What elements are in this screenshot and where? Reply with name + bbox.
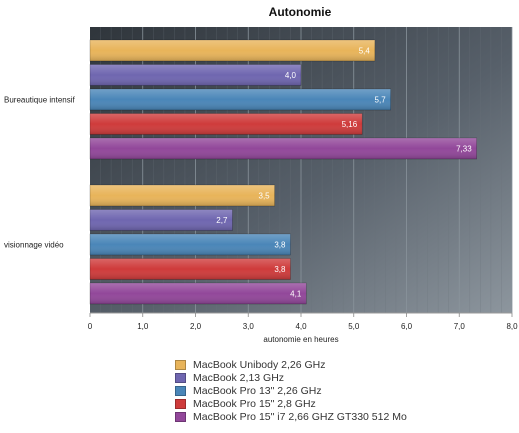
bar-shine	[90, 40, 375, 61]
bar-value-label: 5,4	[359, 47, 371, 56]
legend-swatch	[175, 411, 186, 422]
bar-shine	[90, 113, 363, 135]
legend: MacBook Unibody 2,26 GHz MacBook 2,13 GHz…	[175, 358, 407, 423]
x-tick-label: 3,0	[243, 322, 255, 331]
legend-item: MacBook Pro 15" 2,8 GHz	[175, 397, 407, 410]
legend-label: MacBook Unibody 2,26 GHz	[193, 358, 326, 371]
x-tick-label: 7,0	[454, 322, 466, 331]
x-tick-label: 4,0	[295, 322, 307, 331]
x-tick-label: 5,0	[348, 322, 360, 331]
legend-item: MacBook Unibody 2,26 GHz	[175, 358, 407, 371]
bar-shine	[90, 185, 275, 206]
bar-value-label: 3,8	[274, 265, 286, 274]
bar-shine	[90, 234, 291, 255]
bar-shine	[90, 283, 307, 304]
chart-title: Autonomie	[269, 5, 332, 19]
bar-value-label: 4,1	[290, 290, 302, 299]
legend-swatch	[175, 372, 186, 383]
bar-value-label: 5,7	[375, 96, 387, 105]
category-label: Bureautique intensif	[4, 96, 75, 105]
bar-value-label: 2,7	[216, 216, 228, 225]
legend-label: MacBook Pro 13" 2,26 GHz	[193, 384, 322, 397]
bar-shine	[90, 64, 301, 86]
legend-item: MacBook Pro 13" 2,26 GHz	[175, 384, 407, 397]
x-tick-label: 8,0	[506, 322, 518, 331]
category-labels: Bureautique intensif visionnage vidéo	[4, 96, 75, 250]
bars	[89, 39, 477, 305]
x-tick-label: 6,0	[401, 322, 413, 331]
bar-shine	[90, 258, 291, 280]
bar-shine	[90, 209, 233, 231]
legend-swatch	[175, 359, 186, 370]
bar-value-label: 5,16	[342, 120, 358, 129]
x-tick-label: 0	[88, 322, 93, 331]
bar-shine	[90, 89, 391, 110]
legend-label: MacBook Pro 15" i7 2,66 GHZ GT330 512 Mo	[193, 410, 407, 423]
legend-swatch	[175, 398, 186, 409]
bar-value-label: 3,5	[259, 192, 271, 201]
bar-shine	[90, 138, 477, 159]
bar-value-label: 7,33	[456, 145, 472, 154]
value-labels: 5,4 4,0 5,7 5,16 7,33 3,5 2,7 3,8 3,8 4,1	[216, 47, 472, 299]
x-axis: 0 1,0 2,0 3,0 4,0 5,0 6,0 7,0 8,0	[88, 312, 518, 331]
legend-swatch	[175, 385, 186, 396]
legend-item: MacBook 2,13 GHz	[175, 371, 407, 384]
x-tick-label: 1,0	[137, 322, 149, 331]
category-label: visionnage vidéo	[4, 241, 64, 250]
legend-item: MacBook Pro 15" i7 2,66 GHZ GT330 512 Mo	[175, 410, 407, 423]
x-axis-label: autonomie en heures	[263, 335, 338, 344]
bar-value-label: 3,8	[274, 241, 286, 250]
x-tick-label: 2,0	[190, 322, 202, 331]
bar-value-label: 4,0	[285, 71, 297, 80]
legend-label: MacBook Pro 15" 2,8 GHz	[193, 397, 316, 410]
legend-label: MacBook 2,13 GHz	[193, 371, 285, 384]
